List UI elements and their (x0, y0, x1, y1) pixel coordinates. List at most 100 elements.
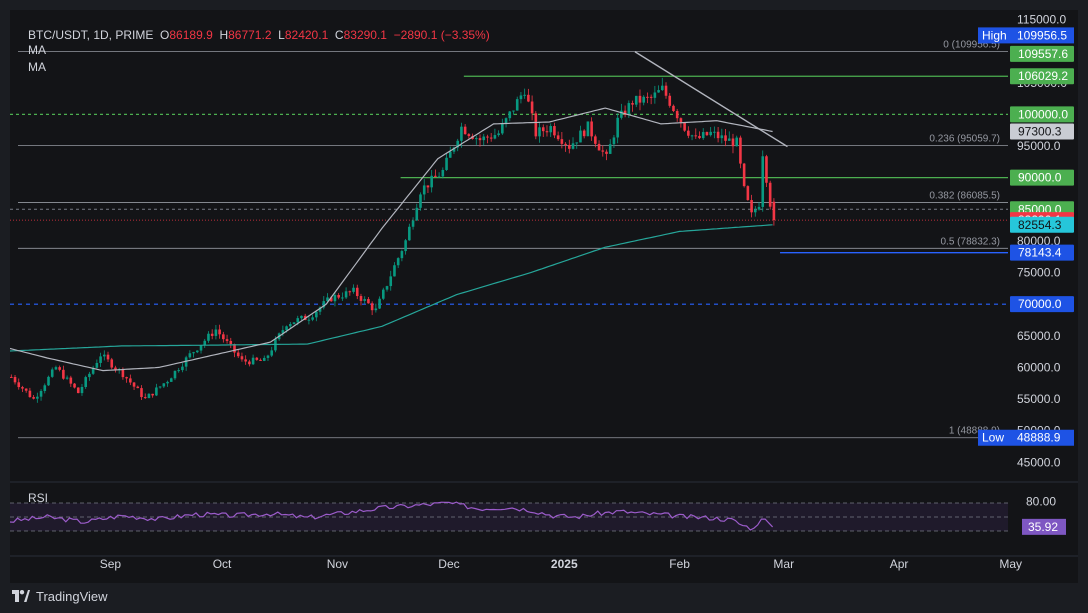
candle-body[interactable] (225, 339, 229, 341)
candle-body[interactable] (214, 329, 218, 336)
candle-body[interactable] (445, 157, 448, 170)
candle-body[interactable] (553, 126, 556, 136)
candle-body[interactable] (162, 383, 166, 387)
candle-body[interactable] (649, 96, 653, 98)
candle-body[interactable] (538, 127, 541, 137)
candle-body[interactable] (10, 376, 13, 378)
candle-body[interactable] (579, 130, 582, 143)
candle-body[interactable] (727, 138, 731, 141)
candle-body[interactable] (467, 134, 471, 137)
candle-body[interactable] (203, 340, 207, 346)
candle-body[interactable] (39, 390, 43, 397)
candle-body[interactable] (99, 356, 102, 363)
candle-body[interactable] (129, 378, 132, 383)
candle-body[interactable] (434, 175, 437, 177)
candle-body[interactable] (415, 207, 419, 221)
candle-body[interactable] (385, 286, 389, 290)
candle-body[interactable] (121, 369, 125, 378)
candle-body[interactable] (355, 287, 359, 297)
candle-body[interactable] (140, 388, 143, 398)
candle-body[interactable] (690, 135, 694, 137)
candle-body[interactable] (653, 92, 657, 98)
candle-body[interactable] (634, 95, 638, 105)
candle-body[interactable] (545, 131, 549, 133)
candle-body[interactable] (158, 386, 162, 388)
candle-body[interactable] (601, 150, 605, 152)
candle-body[interactable] (400, 251, 404, 259)
candle-body[interactable] (627, 103, 631, 115)
candle-body[interactable] (594, 136, 597, 144)
candle-body[interactable] (746, 186, 750, 201)
rsi-line[interactable] (10, 501, 774, 531)
candle-body[interactable] (244, 359, 247, 362)
candle-body[interactable] (675, 111, 679, 119)
candle-body[interactable] (768, 182, 772, 207)
candle-body[interactable] (426, 185, 430, 188)
candle-body[interactable] (411, 220, 415, 227)
candle-body[interactable] (69, 377, 73, 384)
candle-body[interactable] (166, 381, 169, 384)
candle-body[interactable] (341, 297, 344, 299)
candle-body[interactable] (575, 142, 579, 144)
candle-body[interactable] (419, 194, 422, 208)
candle-body[interactable] (36, 396, 39, 399)
candle-body[interactable] (322, 301, 326, 308)
candle-body[interactable] (173, 370, 177, 379)
candle-body[interactable] (393, 265, 396, 277)
symbol-label[interactable]: BTC/USDT, 1D, PRIME (28, 28, 154, 42)
candle-body[interactable] (177, 370, 180, 372)
candle-body[interactable] (76, 387, 80, 394)
candle-body[interactable] (143, 397, 147, 399)
candle-body[interactable] (266, 355, 270, 358)
candle-body[interactable] (389, 276, 393, 287)
candle-body[interactable] (155, 387, 158, 396)
candle-body[interactable] (289, 324, 292, 327)
ma-long-line[interactable] (10, 224, 773, 352)
candle-body[interactable] (463, 126, 467, 135)
candle-body[interactable] (616, 117, 619, 138)
candle-body[interactable] (114, 367, 117, 370)
footer-brand[interactable]: TradingView (36, 588, 108, 604)
candle-body[interactable] (229, 340, 233, 345)
candle-body[interactable] (236, 352, 240, 357)
candle-body[interactable] (255, 357, 259, 360)
candle-body[interactable] (713, 131, 716, 133)
candle-body[interactable] (668, 95, 672, 106)
candle-body[interactable] (80, 386, 84, 394)
candle-body[interactable] (54, 367, 58, 370)
candle-body[interactable] (612, 137, 616, 145)
candle-body[interactable] (512, 110, 515, 112)
candle-body[interactable] (199, 345, 203, 351)
candle-body[interactable] (32, 397, 35, 399)
candle-body[interactable] (136, 386, 140, 389)
candle-body[interactable] (251, 357, 255, 365)
candle-body[interactable] (478, 138, 482, 141)
candle-body[interactable] (248, 361, 251, 365)
candle-body[interactable] (240, 356, 244, 360)
candle-body[interactable] (106, 354, 110, 360)
candle-body[interactable] (720, 135, 724, 139)
candle-body[interactable] (556, 135, 560, 140)
candle-body[interactable] (43, 385, 47, 391)
candle-body[interactable] (184, 357, 188, 367)
candle-body[interactable] (735, 137, 738, 147)
candle-body[interactable] (326, 297, 329, 302)
candle-body[interactable] (448, 151, 452, 158)
candle-body[interactable] (262, 357, 266, 361)
candle-body[interactable] (452, 147, 456, 152)
candle-body[interactable] (456, 140, 459, 148)
candle-body[interactable] (757, 206, 761, 210)
candle-body[interactable] (501, 123, 504, 134)
candle-body[interactable] (765, 156, 768, 183)
candle-body[interactable] (207, 333, 210, 341)
candle-body[interactable] (259, 359, 262, 361)
candle-body[interactable] (352, 287, 355, 292)
candle-body[interactable] (504, 118, 508, 124)
candle-body[interactable] (687, 130, 690, 136)
candle-body[interactable] (300, 315, 303, 319)
candle-body[interactable] (359, 296, 363, 301)
candle-body[interactable] (181, 366, 184, 371)
candle-body[interactable] (91, 367, 95, 374)
candle-body[interactable] (367, 299, 370, 304)
candle-body[interactable] (218, 329, 221, 335)
